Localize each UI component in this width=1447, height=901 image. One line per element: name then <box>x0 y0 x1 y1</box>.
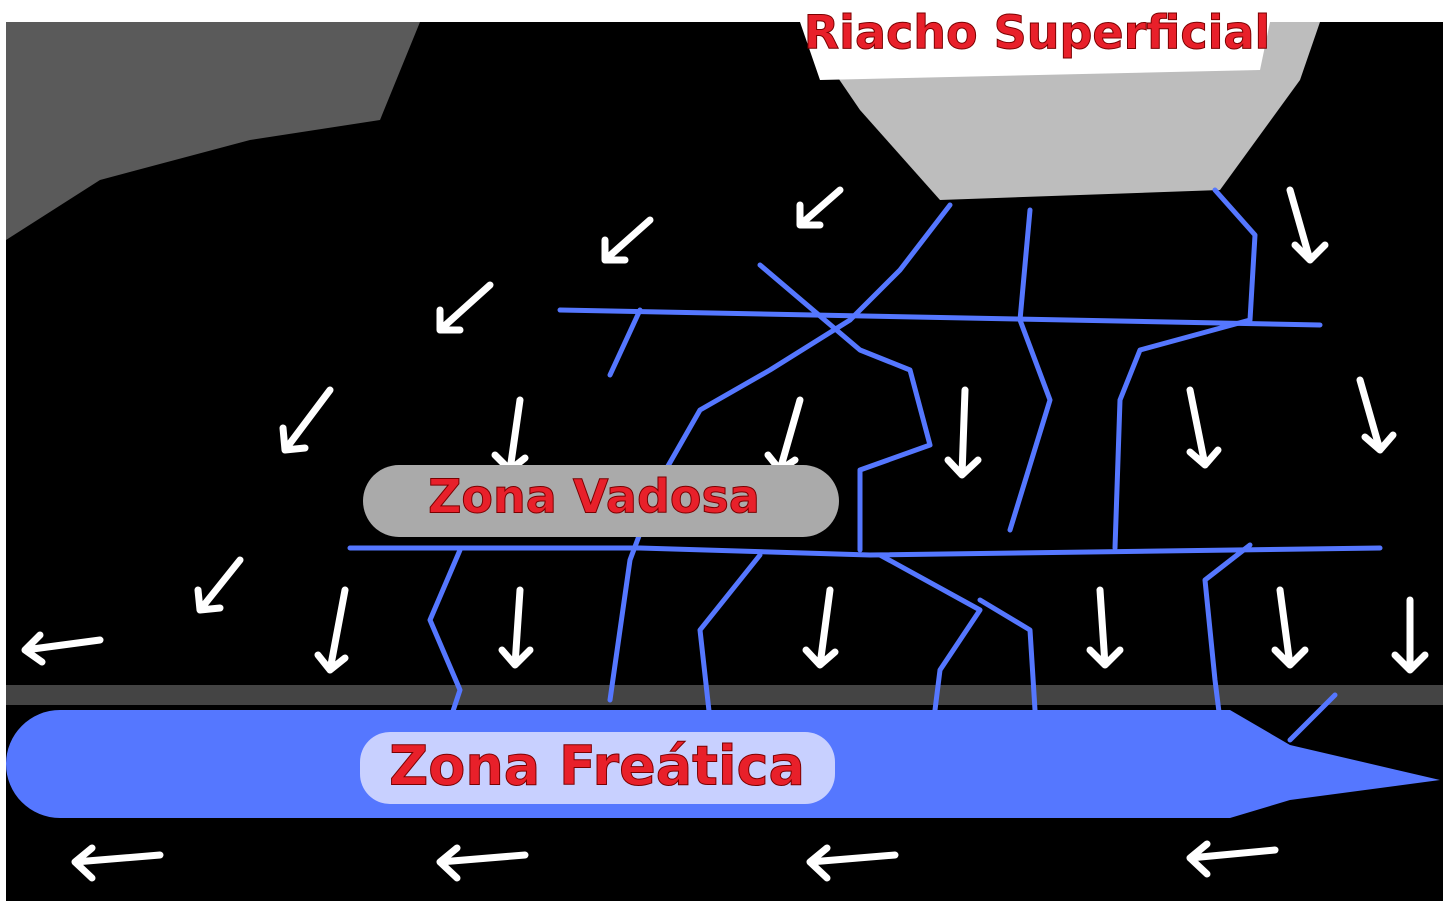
phreatic-label: Zona Freática <box>389 735 805 798</box>
diagram: Riacho Superficial Zona Vadosa Zona Freá… <box>0 0 1447 901</box>
stream-label: Riacho Superficial <box>804 6 1271 60</box>
water-table-band <box>6 685 1443 705</box>
vadose-label: Zona Vadosa <box>428 470 760 524</box>
